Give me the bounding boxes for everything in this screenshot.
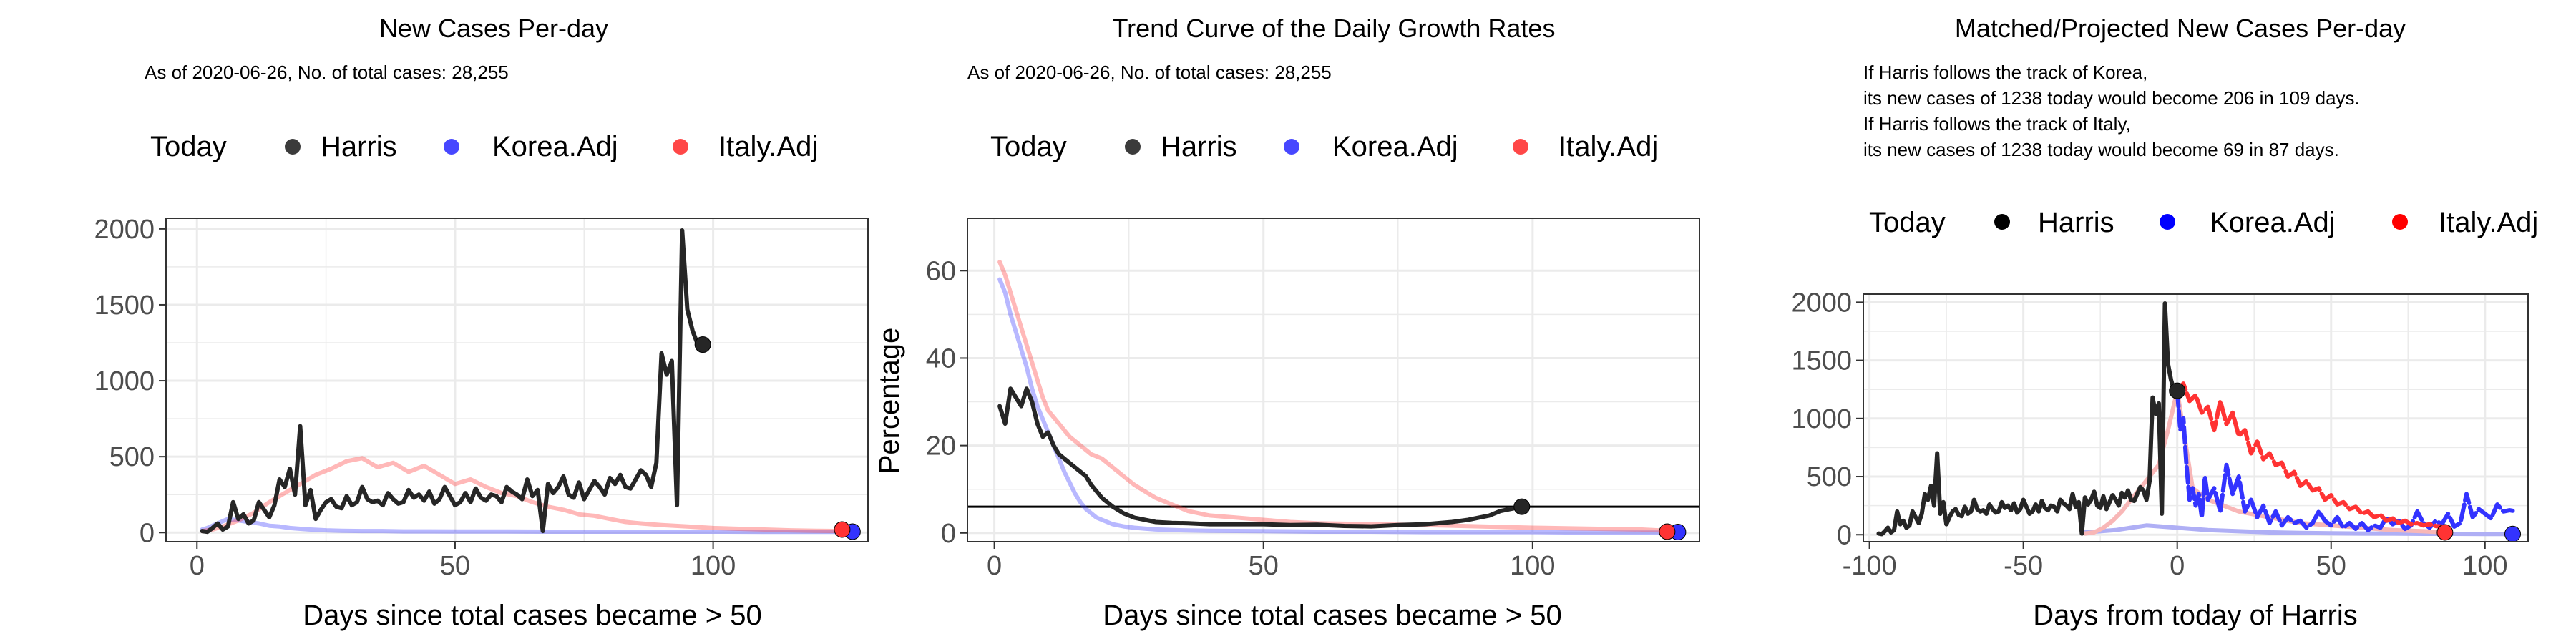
y-axis-label: Percentage [874,328,905,474]
chart-title: Trend Curve of the Daily Growth Rates [1113,14,1556,43]
today-point-korea-adj [2504,525,2521,542]
series-line-korea-adj-history [2082,523,2515,537]
chart-title: New Cases Per-day [379,14,608,43]
series-line-harris [200,228,706,535]
chart-subtitle: As of 2020-06-26, No. of total cases: 28… [145,62,509,83]
x-tick-label: 100 [691,551,736,581]
series-group [967,260,1699,535]
series-group [200,228,855,535]
legend-key-korea [1284,139,1299,155]
legend: Today Harris Korea.Adj Italy.Adj [1869,207,2538,238]
x-tick-label: 0 [190,551,205,581]
legend-key-korea [444,139,459,155]
panel-growth-rates: Trend Curve of the Daily Growth Rates As… [874,14,1700,631]
x-axis-label: Days since total cases became > 50 [1103,600,1561,631]
legend-key-korea [2160,214,2175,230]
legend-title: Today [990,131,1067,162]
plot-frame [967,218,1700,542]
legend-key-harris [1994,214,2010,230]
series-line-harris [997,386,1524,529]
today-point-italy-adj [1659,523,1676,540]
legend-label-harris: Harris [2038,207,2114,238]
legend-label-harris: Harris [321,131,397,162]
x-tick-label: 100 [1510,551,1555,581]
legend-key-harris [1125,139,1141,155]
today-point-harris [694,336,711,353]
legend-label-korea: Korea.Adj [2210,207,2336,238]
y-tick-label: 1500 [94,291,155,321]
legend-label-korea: Korea.Adj [492,131,618,162]
x-tick-label: 50 [440,551,470,581]
annotation-line: its new cases of 1238 today would become… [1863,139,2339,160]
series-line-korea-adj [2175,389,2515,532]
series-line-harris [1876,301,2180,537]
today-point-italy-adj [2436,524,2454,541]
y-tick-label: 0 [1837,520,1852,550]
annotation-line: its new cases of 1238 today would become… [1863,87,2360,109]
y-tick-label: 40 [926,343,956,374]
plot-frame [165,218,869,542]
panel-new-cases: New Cases Per-day As of 2020-06-26, No. … [94,14,869,631]
y-tick-label: 0 [941,519,956,549]
series-line-italy-adj [200,456,844,534]
x-tick-label: 50 [2316,551,2346,581]
y-tick-label: 60 [926,256,956,286]
legend-key-italy [673,139,688,155]
x-tick-label: 100 [2462,551,2507,581]
legend-label-harris: Harris [1161,131,1237,162]
y-tick-label: 1000 [1791,404,1852,434]
x-tick-label: 0 [987,551,1002,581]
y-tick-label: 2000 [1791,288,1852,318]
y-tick-label: 1000 [94,366,155,396]
y-tick-label: 0 [140,518,155,548]
panel-projected: Matched/Projected New Cases Per-day If H… [1791,14,2538,631]
annotation-line: If Harris follows the track of Korea, [1863,62,2147,83]
legend-label-italy: Italy.Adj [1558,131,1658,162]
x-axis-label: Days from today of Harris [2033,600,2357,631]
series-line-korea-adj [200,517,855,535]
x-tick-label: -100 [1843,551,1897,581]
x-tick-label: 0 [2170,551,2185,581]
legend-title: Today [150,131,227,162]
y-tick-label: 2000 [94,215,155,245]
today-point-harris [2169,382,2186,399]
y-tick-label: 500 [1807,462,1852,492]
y-tick-label: 20 [926,431,956,462]
y-tick-label: 500 [109,442,155,472]
x-tick-label: -50 [2004,551,2043,581]
plot-area: 0 50 100 0 20 40 60 [926,218,1700,581]
chart-subtitle: As of 2020-06-26, No. of total cases: 28… [967,62,1332,83]
series-line-korea-adj [997,277,1680,535]
legend-label-korea: Korea.Adj [1332,131,1458,162]
legend-key-italy [1513,139,1528,155]
series-group [1876,301,2515,537]
x-axis-label: Days since total cases became > 50 [303,600,761,631]
legend-label-italy: Italy.Adj [718,131,818,162]
legend-label-italy: Italy.Adj [2439,207,2538,238]
legend: Today Harris Korea.Adj Italy.Adj [150,131,818,162]
legend-key-italy [2392,214,2408,230]
x-tick-label: 50 [1249,551,1279,581]
chart-title: Matched/Projected New Cases Per-day [1955,14,2406,43]
series-line-italy-adj [2175,381,2447,529]
annotation-line: If Harris follows the track of Italy, [1863,113,2131,135]
legend: Today Harris Korea.Adj Italy.Adj [990,131,1658,162]
series-line-italy-adj [997,260,1669,533]
today-point-italy-adj [834,521,851,538]
annotation: If Harris follows the track of Korea, it… [1863,62,2360,160]
y-tick-label: 1500 [1791,346,1852,376]
today-point-harris [1513,498,1531,515]
legend-key-harris [285,139,301,155]
legend-title: Today [1869,207,1946,238]
